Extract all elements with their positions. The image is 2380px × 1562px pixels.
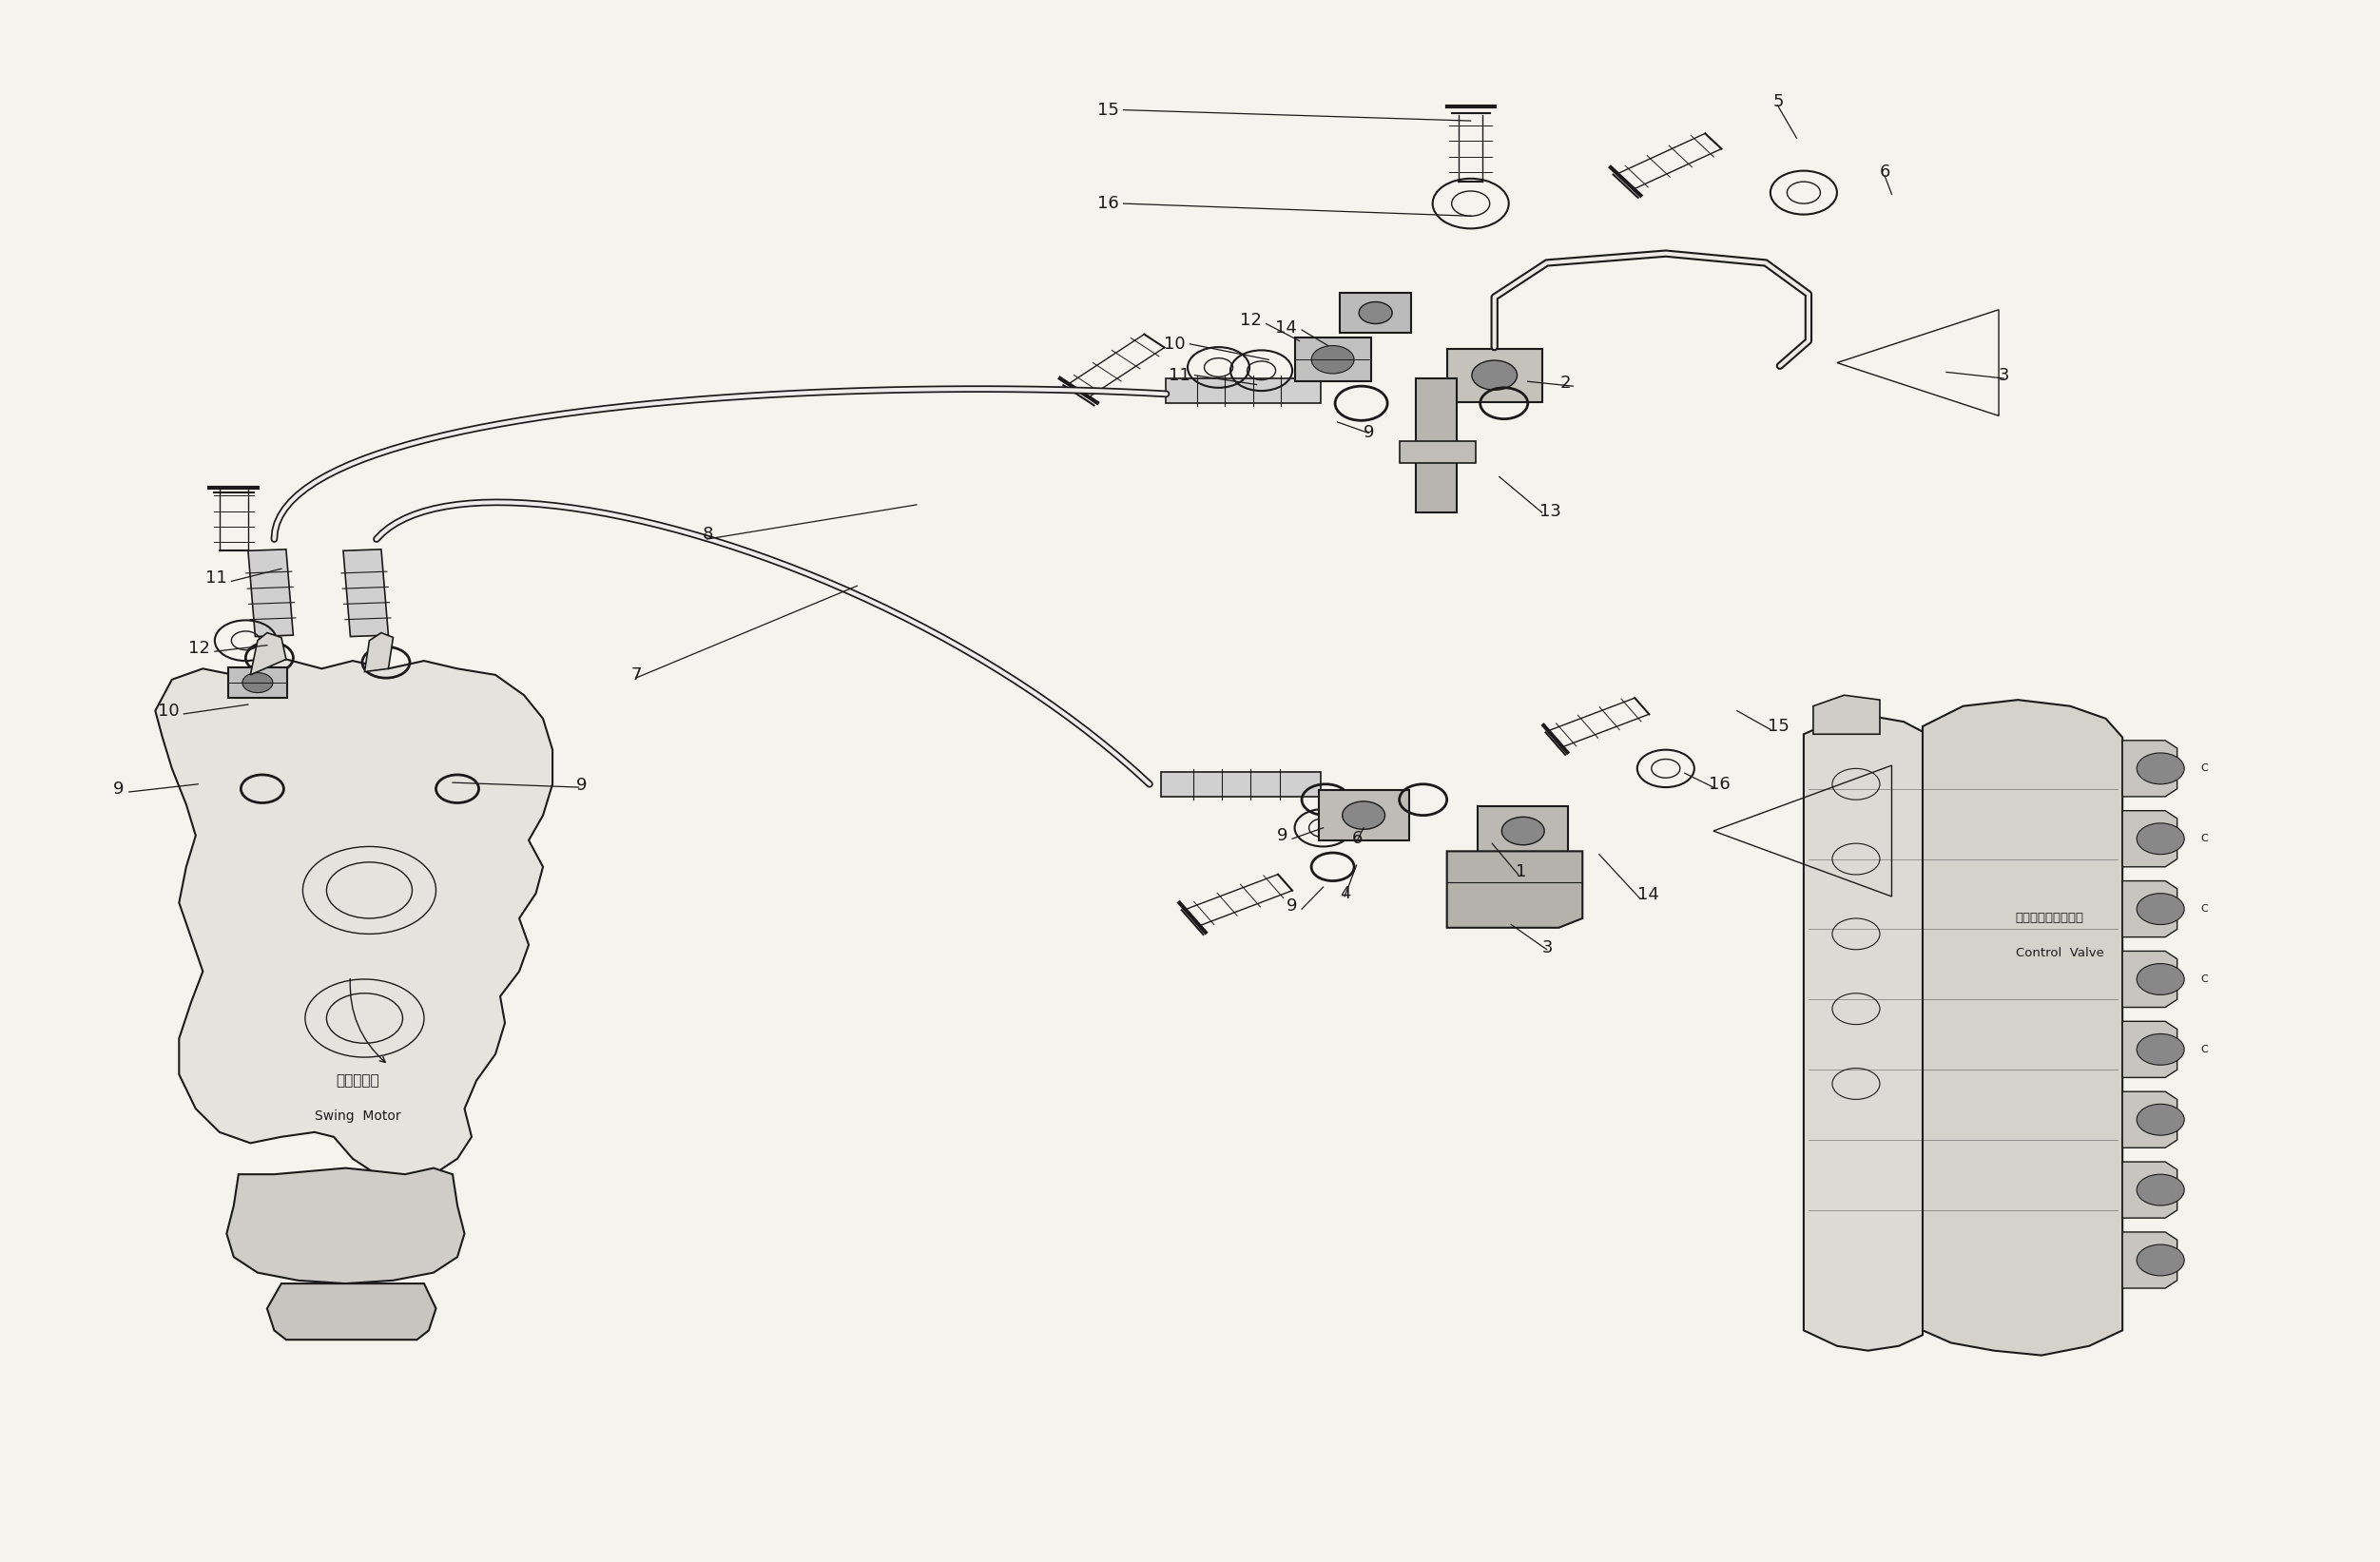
Polygon shape — [2123, 811, 2178, 867]
Text: C: C — [2202, 834, 2209, 843]
Text: 15: 15 — [1768, 719, 1790, 736]
Circle shape — [2137, 1245, 2185, 1276]
Polygon shape — [155, 659, 552, 1179]
Polygon shape — [343, 550, 388, 637]
Polygon shape — [226, 1168, 464, 1284]
Polygon shape — [267, 1284, 436, 1340]
Text: 9: 9 — [1285, 897, 1297, 914]
Circle shape — [1502, 817, 1545, 845]
Polygon shape — [1804, 715, 1928, 1351]
Text: 14: 14 — [1276, 320, 1297, 337]
Text: C: C — [2202, 975, 2209, 984]
Circle shape — [2137, 823, 2185, 854]
Text: 9: 9 — [1276, 826, 1288, 843]
Polygon shape — [248, 550, 293, 637]
Polygon shape — [1295, 337, 1371, 381]
Text: 11: 11 — [1169, 367, 1190, 384]
Polygon shape — [250, 633, 286, 675]
Text: 11: 11 — [205, 570, 226, 587]
Circle shape — [243, 673, 274, 692]
Text: 16: 16 — [1709, 776, 1730, 792]
Circle shape — [2137, 753, 2185, 784]
Text: 12: 12 — [1240, 312, 1261, 330]
Polygon shape — [2123, 740, 2178, 797]
Polygon shape — [1416, 378, 1457, 512]
Circle shape — [1471, 361, 1516, 390]
Text: C: C — [2202, 904, 2209, 914]
Polygon shape — [228, 667, 288, 698]
Text: Swing  Motor: Swing Motor — [314, 1111, 400, 1123]
Text: コントロールバルブ: コントロールバルブ — [2016, 912, 2085, 925]
Circle shape — [1342, 801, 1385, 829]
Text: 8: 8 — [702, 526, 714, 544]
Text: 13: 13 — [1540, 503, 1561, 520]
Text: Control  Valve: Control Valve — [2016, 947, 2104, 959]
Polygon shape — [364, 633, 393, 672]
Text: 15: 15 — [1097, 102, 1119, 119]
Polygon shape — [2123, 1232, 2178, 1289]
Polygon shape — [1814, 695, 1880, 734]
Polygon shape — [2123, 1162, 2178, 1218]
Circle shape — [1311, 345, 1354, 373]
Text: 6: 6 — [1880, 164, 1890, 181]
Text: 5: 5 — [1773, 94, 1783, 111]
Circle shape — [2137, 893, 2185, 925]
Text: 1: 1 — [1516, 862, 1526, 879]
Polygon shape — [2123, 1022, 2178, 1078]
Text: 2: 2 — [1559, 375, 1571, 392]
Polygon shape — [1340, 294, 1411, 333]
Text: 旋回モータ: 旋回モータ — [336, 1073, 378, 1087]
Text: 6: 6 — [1352, 829, 1364, 847]
Text: 12: 12 — [188, 640, 209, 658]
Text: 3: 3 — [1542, 939, 1554, 956]
Text: 4: 4 — [1340, 884, 1352, 901]
Text: 9: 9 — [114, 781, 124, 797]
Text: 10: 10 — [1164, 336, 1185, 353]
Text: 9: 9 — [1364, 425, 1376, 442]
Polygon shape — [2123, 951, 2178, 1007]
Polygon shape — [2123, 1092, 2178, 1148]
Polygon shape — [1166, 378, 1321, 403]
Circle shape — [2137, 1104, 2185, 1136]
Polygon shape — [1161, 772, 1321, 797]
Polygon shape — [2123, 881, 2178, 937]
Text: 9: 9 — [576, 778, 588, 793]
Polygon shape — [1319, 790, 1409, 840]
Polygon shape — [1447, 348, 1542, 401]
Polygon shape — [1399, 440, 1476, 462]
Text: 14: 14 — [1637, 886, 1659, 903]
Text: 16: 16 — [1097, 195, 1119, 212]
Polygon shape — [1447, 851, 1583, 928]
Text: C: C — [2202, 1045, 2209, 1054]
Circle shape — [2137, 1175, 2185, 1206]
Text: C: C — [2202, 764, 2209, 773]
Text: 10: 10 — [157, 703, 178, 720]
Polygon shape — [1478, 806, 1568, 856]
Text: 3: 3 — [1999, 367, 2009, 384]
Circle shape — [2137, 964, 2185, 995]
Text: 7: 7 — [631, 667, 643, 684]
Circle shape — [1359, 301, 1392, 323]
Polygon shape — [1923, 700, 2123, 1356]
Circle shape — [2137, 1034, 2185, 1065]
